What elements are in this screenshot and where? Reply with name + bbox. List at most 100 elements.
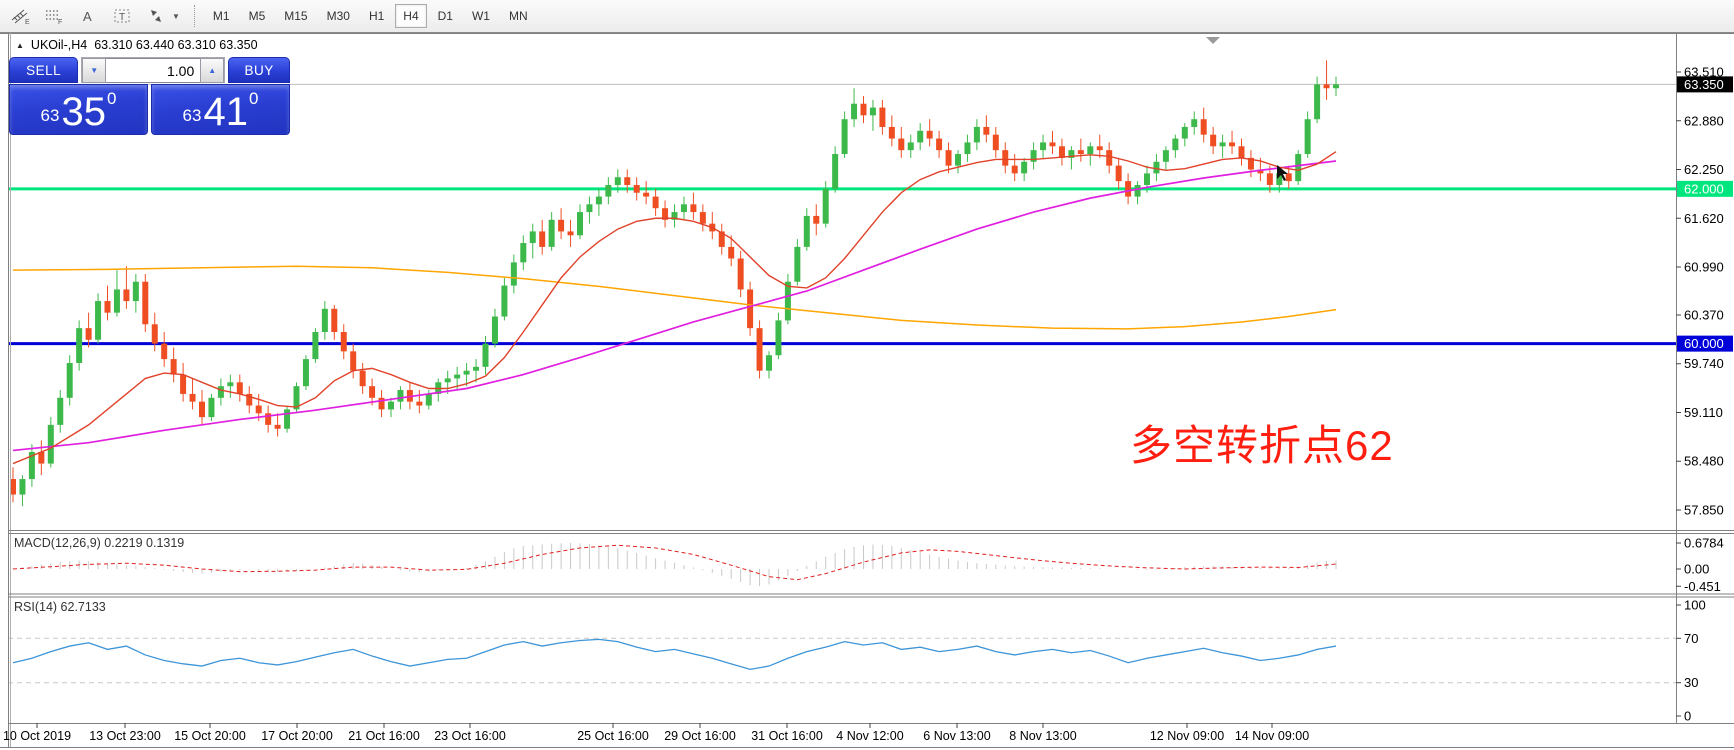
chart-annotation-text[interactable]: 多空转折点62 bbox=[1130, 422, 1394, 469]
chart-shift-marker-icon[interactable] bbox=[1206, 37, 1220, 44]
text-box-icon[interactable]: T bbox=[108, 3, 136, 29]
time-label: 12 Nov 09:00 bbox=[1150, 729, 1224, 743]
mouse-cursor-icon bbox=[1277, 165, 1288, 181]
candle-body bbox=[680, 204, 687, 213]
candle-body bbox=[1040, 142, 1047, 151]
arrows-style-icon[interactable] bbox=[142, 3, 170, 29]
candle-body bbox=[1266, 173, 1273, 185]
timeframe-m5-button[interactable]: M5 bbox=[241, 4, 274, 28]
equidistant-channel-icon[interactable]: E bbox=[6, 3, 34, 29]
timeframe-h1-button[interactable]: H1 bbox=[361, 4, 392, 28]
timeframe-m1-button[interactable]: M1 bbox=[205, 4, 238, 28]
price-badge-label: 63.350 bbox=[1684, 77, 1724, 92]
rsi-tick-label: 70 bbox=[1684, 631, 1698, 646]
timeframe-d1-button[interactable]: D1 bbox=[430, 4, 461, 28]
candle-body bbox=[766, 355, 772, 371]
candle-body bbox=[822, 188, 829, 224]
candle-body bbox=[416, 401, 423, 406]
candle-body bbox=[983, 126, 990, 135]
macd-tick-label: 0.00 bbox=[1684, 562, 1709, 577]
candle-body bbox=[614, 177, 621, 185]
candle-body bbox=[879, 107, 886, 127]
ma-fast-line bbox=[12, 151, 1337, 465]
candle-body bbox=[482, 343, 489, 367]
candle-body bbox=[1058, 146, 1065, 158]
candle-body bbox=[1247, 157, 1254, 170]
timeframe-m15-button[interactable]: M15 bbox=[276, 4, 315, 28]
candle-body bbox=[1144, 173, 1150, 185]
candle-body bbox=[718, 231, 725, 247]
candle-body bbox=[19, 479, 26, 495]
candle-body bbox=[1172, 138, 1179, 151]
candle-body bbox=[369, 386, 376, 398]
candle-body bbox=[1021, 161, 1028, 174]
candle-body bbox=[869, 107, 876, 116]
candle-body bbox=[973, 126, 980, 143]
ma-medium-line bbox=[12, 160, 1337, 452]
candle-body bbox=[293, 386, 300, 410]
rsi-line bbox=[12, 638, 1337, 671]
rsi-label: RSI(14) 62.7133 bbox=[14, 600, 106, 614]
price-badge bbox=[1677, 180, 1733, 197]
arrows-dropdown-icon[interactable]: ▼ bbox=[172, 11, 180, 21]
candle-body bbox=[1200, 119, 1207, 135]
candle-body bbox=[132, 281, 139, 302]
candle-body bbox=[359, 370, 366, 387]
candle-body bbox=[57, 397, 64, 425]
price-badge-label: 62.000 bbox=[1684, 181, 1724, 196]
macd-signal-line bbox=[12, 544, 1337, 581]
timeframe-h4-button[interactable]: H4 bbox=[395, 4, 427, 28]
candle-body bbox=[1314, 84, 1321, 120]
volume-input[interactable] bbox=[106, 58, 201, 83]
candle-body bbox=[142, 281, 149, 325]
one-click-trade-panel: SELL ▼ ▲ BUY 63 35 0 63 41 0 bbox=[9, 57, 290, 135]
candle-body bbox=[180, 374, 187, 394]
candle-body bbox=[350, 351, 357, 371]
candle-body bbox=[737, 258, 744, 290]
toolbar: E F A T ▼ M1 M5 bbox=[0, 0, 1734, 33]
fibonacci-retracement-icon[interactable]: F bbox=[40, 3, 68, 29]
text-label-icon[interactable]: A bbox=[74, 3, 102, 29]
price-tick-label: 58.480 bbox=[1684, 454, 1724, 469]
candle-body bbox=[189, 393, 196, 402]
candle-body bbox=[841, 119, 848, 155]
timeframe-m30-button[interactable]: M30 bbox=[319, 4, 358, 28]
candle-body bbox=[425, 393, 432, 406]
collapse-trade-panel-icon[interactable]: ▲ bbox=[16, 40, 24, 50]
timeframe-w1-button[interactable]: W1 bbox=[464, 4, 498, 28]
candle-body bbox=[123, 289, 130, 302]
candle-body bbox=[1049, 142, 1056, 147]
drawing-tools: E F A T ▼ bbox=[0, 3, 180, 29]
candle-body bbox=[236, 382, 243, 394]
candle-body bbox=[312, 332, 319, 360]
macd-tick-label: -0.451 bbox=[1684, 579, 1721, 594]
candle-body bbox=[501, 285, 508, 317]
price-tick-label: 59.740 bbox=[1684, 356, 1724, 371]
sell-button[interactable]: SELL bbox=[9, 57, 79, 83]
timeframe-mn-button[interactable]: MN bbox=[501, 4, 536, 28]
candle-body bbox=[1106, 150, 1113, 166]
candle-body bbox=[520, 243, 527, 263]
rsi-tick-label: 0 bbox=[1684, 709, 1691, 724]
candle-body bbox=[690, 204, 697, 213]
buy-price-display[interactable]: 63 41 0 bbox=[151, 84, 290, 135]
buy-button[interactable]: BUY bbox=[228, 57, 290, 83]
candle-body bbox=[1077, 150, 1084, 155]
sell-price-display[interactable]: 63 35 0 bbox=[9, 84, 148, 135]
price-axis[interactable] bbox=[1677, 33, 1734, 723]
sell-price-prefix: 63 bbox=[40, 106, 60, 125]
candle-body bbox=[255, 405, 262, 414]
volume-increase-button[interactable]: ▲ bbox=[200, 58, 225, 83]
volume-decrease-button[interactable]: ▼ bbox=[82, 58, 107, 83]
candle-body bbox=[95, 301, 102, 340]
candle-body bbox=[605, 184, 612, 197]
candle-body bbox=[1229, 142, 1236, 147]
candle-body bbox=[775, 320, 782, 356]
candle-body bbox=[1210, 134, 1217, 147]
price-tick-label: 62.880 bbox=[1684, 113, 1724, 128]
candle-body bbox=[510, 262, 517, 286]
candle-body bbox=[1276, 173, 1283, 185]
candle-body bbox=[208, 397, 215, 418]
candle-body bbox=[217, 386, 224, 398]
